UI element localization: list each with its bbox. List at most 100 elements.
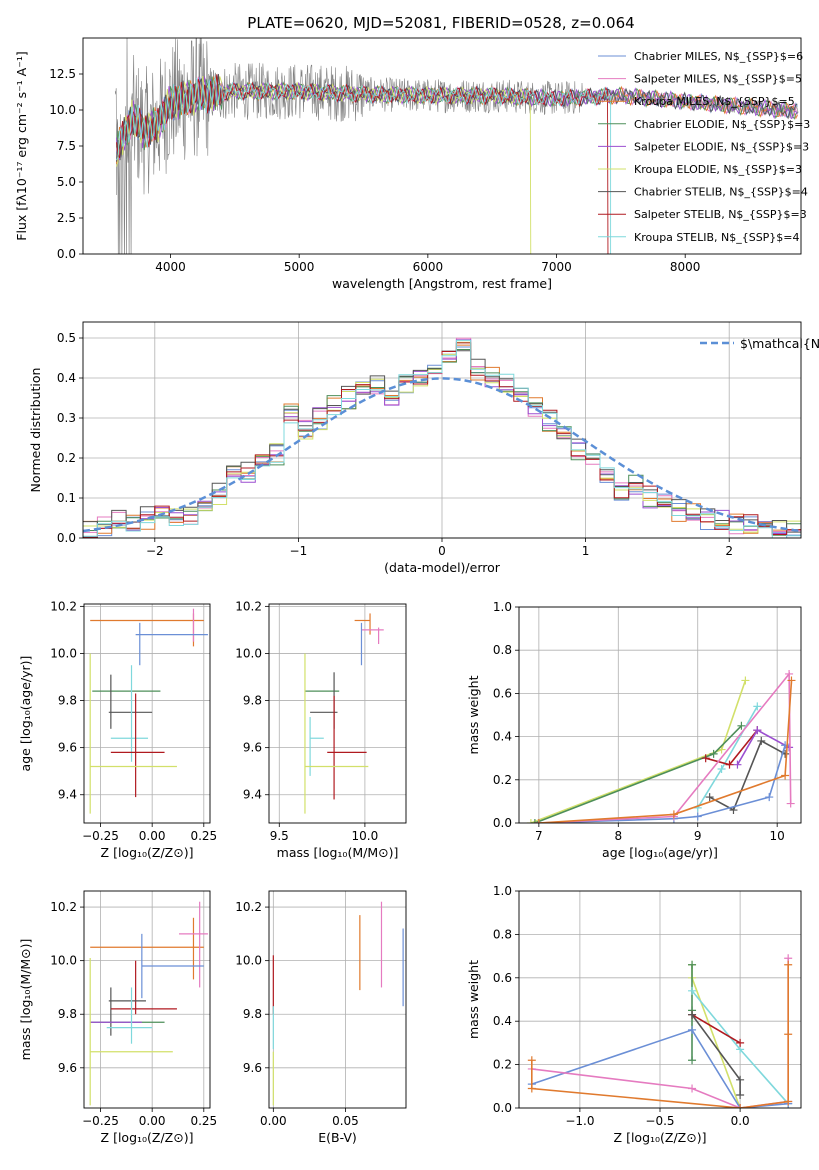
panels: 4000 5000 6000 7000 80000.02.55.07.510.012.5… <box>14 37 819 1145</box>
series-marker <box>736 1090 745 1099</box>
y-tick-label: 9.6 <box>58 741 77 755</box>
y-tick-label: 5.0 <box>57 175 76 189</box>
x-axis-label: mass [log₁₀(M/M⊙)] <box>277 845 399 860</box>
series-marker <box>526 819 535 823</box>
grid <box>84 604 210 823</box>
series-marker <box>737 721 746 730</box>
axes-frame <box>268 890 407 1109</box>
axes-frame <box>83 890 211 1109</box>
x-tick-label: 0.00 <box>260 1114 287 1128</box>
x-tick-label: 0.25 <box>190 1114 217 1128</box>
x-tick-label: 5000 <box>284 260 315 274</box>
series-marker <box>736 1075 745 1084</box>
series-marker <box>669 810 678 819</box>
x-tick-label: 9.5 <box>270 829 289 843</box>
y-axis-label: age [log₁₀(age/yr)] <box>18 656 33 772</box>
x-tick-label: 6000 <box>413 260 444 274</box>
series-line <box>538 680 793 823</box>
legend-label: Salpeter STELIB, N$_{SSP}$=3 <box>634 208 807 221</box>
y-tick-label: 0.5 <box>57 331 76 345</box>
x-tick-label: 10.0 <box>352 829 379 843</box>
series-chabrier_miles <box>534 741 790 823</box>
y-tick-label: 10.2 <box>50 900 77 914</box>
series-marker <box>705 793 714 802</box>
series-marker <box>786 799 795 808</box>
plot-area <box>89 608 208 814</box>
series-marker <box>688 1084 697 1093</box>
x-tick-label: −1.0 <box>565 1114 594 1128</box>
age_vs_z-panel: −0.25 0.00 0.25 9.4 9.6 9.8 10.0 10.2 Z [log₁₀(Z… <box>18 599 217 860</box>
series-marker <box>736 1038 745 1047</box>
series-marker <box>725 760 734 769</box>
axes-frame <box>518 890 802 1109</box>
model-line-salpeter_stelib <box>116 74 609 254</box>
mass_weight_vs_age-panel: 7 8 9 10 0.0 0.2 0.4 0.6 0.8 1.0 age [log₁₀(age/yr… <box>466 600 802 860</box>
x-tick-label: −0.25 <box>82 1114 119 1128</box>
y-tick-label: 0.2 <box>493 773 512 787</box>
y-tick-label: 10.0 <box>235 954 262 968</box>
x-tick-label: 0 <box>438 544 446 558</box>
spectrum-panel: 4000 5000 6000 7000 8000 0.0 2.5 5.0 7.5 10.0 12.5… <box>14 37 810 291</box>
x-tick-label: 4000 <box>155 260 186 274</box>
mass_vs_z-panel: −0.25 0.00 0.25 9.6 9.8 10.0 10.2 Z [log₁₀(Z/Z⊙… <box>18 890 217 1145</box>
y-tick-label: 0.8 <box>493 927 512 941</box>
series-marker <box>787 676 796 685</box>
y-tick-label: 7.5 <box>57 139 76 153</box>
y-axis-label: mass weight <box>466 675 481 754</box>
legend-label: Salpeter MILES, N$_{SSP}$=5 <box>634 73 802 86</box>
y-tick-label: 9.6 <box>58 1061 77 1075</box>
y-tick-label: 9.8 <box>58 1007 77 1021</box>
series-marker <box>785 669 794 678</box>
x-tick-label: 0.05 <box>332 1114 359 1128</box>
y-tick-label: 1.0 <box>493 884 512 898</box>
mass_vs_ebv-panel: 0.00 0.05 9.6 9.8 10.0 10.2 E(B-V) <box>235 890 407 1145</box>
series-marker <box>741 676 750 685</box>
series-marker <box>784 1030 793 1039</box>
axes-frame <box>83 603 211 824</box>
series-marker <box>784 960 793 969</box>
series-marker <box>527 1084 536 1093</box>
plot-area <box>89 901 208 1106</box>
series-marker <box>765 793 774 802</box>
axes-frame <box>82 37 802 255</box>
y-tick-label: 9.4 <box>58 788 77 802</box>
axes-frame <box>82 321 802 539</box>
y-tick-label: 0.0 <box>57 531 76 545</box>
x-tick-label: 8 <box>614 829 622 843</box>
y-tick-label: 10.2 <box>50 599 77 613</box>
legend-label: Chabrier ELODIE, N$_{SSP}$=3 <box>634 118 810 131</box>
plot-area <box>304 613 384 814</box>
legend-label: Kroupa STELIB, N$_{SSP}$=4 <box>634 231 800 244</box>
x-axis-label: Z [log₁₀(Z/Z⊙)] <box>101 845 194 860</box>
plot-area <box>526 669 796 823</box>
y-tick-label: 10.2 <box>235 599 262 613</box>
series-marker <box>717 765 726 773</box>
x-tick-label: 0.25 <box>190 829 217 843</box>
x-axis-label: (data-model)/error <box>384 560 501 575</box>
series-marker <box>693 803 702 812</box>
series-marker <box>688 1010 697 1019</box>
y-tick-label: 2.5 <box>57 211 76 225</box>
legend-label: $\mathcal{N}(0,1)$ <box>740 336 819 351</box>
y-tick-label: 9.8 <box>58 694 77 708</box>
series-line <box>538 744 786 823</box>
x-tick-label: 7000 <box>541 260 572 274</box>
legend-label: Chabrier MILES, N$_{SSP}$=6 <box>634 50 803 63</box>
series-marker <box>527 1056 536 1065</box>
axes-frame <box>518 606 802 824</box>
series-line <box>691 964 741 1108</box>
y-tick-label: 0.8 <box>493 643 512 657</box>
y-tick-label: 9.6 <box>243 741 262 755</box>
y-tick-label: 9.8 <box>243 694 262 708</box>
y-axis-label: mass weight <box>466 960 481 1039</box>
y-tick-label: 0.0 <box>493 816 512 830</box>
series-line <box>709 739 786 812</box>
figure-title: PLATE=0620, MJD=52081, FIBERID=0528, z=0… <box>247 14 634 32</box>
y-axis-label: mass [log₁₀(M/M⊙)] <box>18 939 33 1061</box>
grid <box>84 891 210 1108</box>
series-chabrier_stelib <box>688 1010 745 1099</box>
mass_weight_vs_z-panel: −1.0 −0.5 0.0 0.0 0.2 0.4 0.6 0.8 1.0 Z [log₁₀(Z/… <box>466 884 802 1145</box>
series-line <box>691 1014 741 1044</box>
y-tick-label: 0.4 <box>493 1014 512 1028</box>
